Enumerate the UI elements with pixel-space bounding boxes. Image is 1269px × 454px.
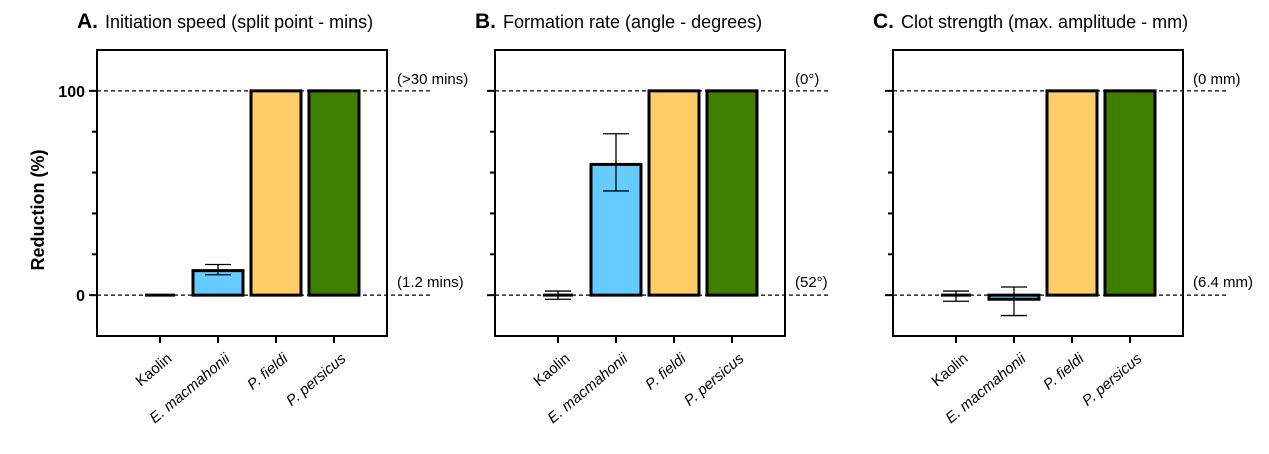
y-tick-label: 0 [76,288,85,305]
panel-title: C. Clot strength (max. amplitude - mm) [873,10,1188,33]
panel-letter: C. [873,10,894,33]
panel-letter: A. [77,10,98,33]
category-label: P. persicus [1079,350,1146,410]
plot-frame [892,49,1184,337]
bar [307,89,361,297]
panel-title: B. Formation rate (angle - degrees) [475,10,762,33]
y-tick-label: 100 [58,84,85,101]
category-label: P. persicus [681,350,748,410]
bar [647,89,701,297]
category-label: Kaolin [928,350,971,390]
category-label: P. fieldi [244,350,292,394]
panel-title-text: Formation rate (angle - degrees) [503,12,762,32]
y-axis-label: Reduction (%) [28,150,48,271]
panel-title-text: Clot strength (max. amplitude - mm) [901,12,1188,32]
plot-frame [494,49,786,337]
plot-frame [96,49,388,337]
reference-label-top: (0°) [795,71,819,88]
category-label: P. fieldi [642,350,690,394]
panel-title: A. Initiation speed (split point - mins) [77,10,373,33]
category-label: Kaolin [530,350,573,390]
category-label: P. fieldi [1040,350,1088,394]
category-label: P. persicus [283,350,350,410]
bar [249,89,303,297]
reference-label-top: (>30 mins) [397,71,468,88]
bar [1045,89,1099,297]
bar [705,89,759,297]
panel-letter: B. [475,10,496,33]
reference-label-bottom: (6.4 mm) [1193,274,1253,291]
panel-title-text: Initiation speed (split point - mins) [105,12,373,32]
reference-label-bottom: (1.2 mins) [397,274,464,291]
bar [1103,89,1157,297]
reference-label-top: (0 mm) [1193,71,1241,88]
category-label: Kaolin [132,350,175,390]
reference-label-bottom: (52°) [795,274,828,291]
